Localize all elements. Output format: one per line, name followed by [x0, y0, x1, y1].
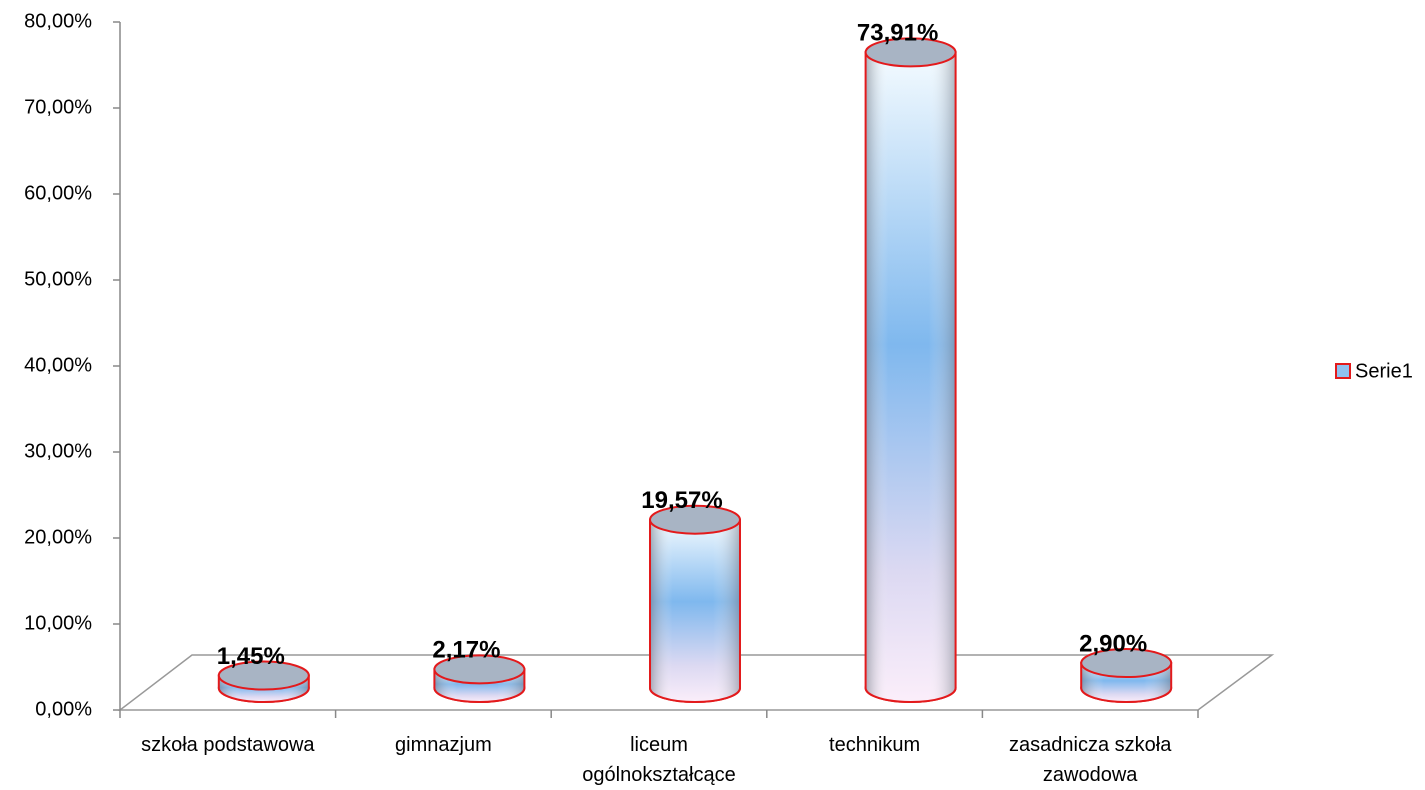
cylinder-top — [433, 654, 526, 685]
y-tick-label: 70,00% — [24, 96, 92, 118]
y-tick-label: 10,00% — [24, 612, 92, 634]
x-tick-label: szkoła podstawowa — [141, 734, 315, 756]
data-label: 19,57% — [641, 487, 722, 514]
x-tick-label: liceum ogólnokształcące — [582, 734, 736, 786]
cylinder-shade — [649, 518, 741, 703]
y-tick-label: 30,00% — [24, 440, 92, 462]
data-label: 2,17% — [432, 637, 500, 664]
cylinder-top — [649, 504, 741, 535]
x-tick-label: technikum — [829, 734, 921, 756]
cylinder-shade — [864, 51, 957, 703]
y-tick-label: 40,00% — [24, 354, 92, 376]
y-tick-label: 0,00% — [35, 698, 92, 720]
floor — [117, 654, 1275, 711]
x-tick-label: gimnazjum — [395, 734, 492, 756]
cylinder-top — [864, 37, 957, 68]
data-label: 1,45% — [217, 643, 285, 670]
data-label: 73,91% — [857, 20, 938, 47]
data-label: 2,90% — [1079, 630, 1147, 657]
y-tick-label: 20,00% — [24, 526, 92, 548]
cylinder-top — [1080, 648, 1173, 679]
y-tick-label: 60,00% — [24, 182, 92, 204]
cylinder-top — [217, 660, 310, 691]
legend-swatch — [1335, 363, 1351, 379]
y-tick-label: 80,00% — [24, 10, 92, 32]
legend-label: Serie1 — [1355, 360, 1413, 382]
x-tick-label: zasadnicza szkoła zawodowa — [1009, 734, 1172, 786]
y-tick-label: 50,00% — [24, 268, 92, 290]
